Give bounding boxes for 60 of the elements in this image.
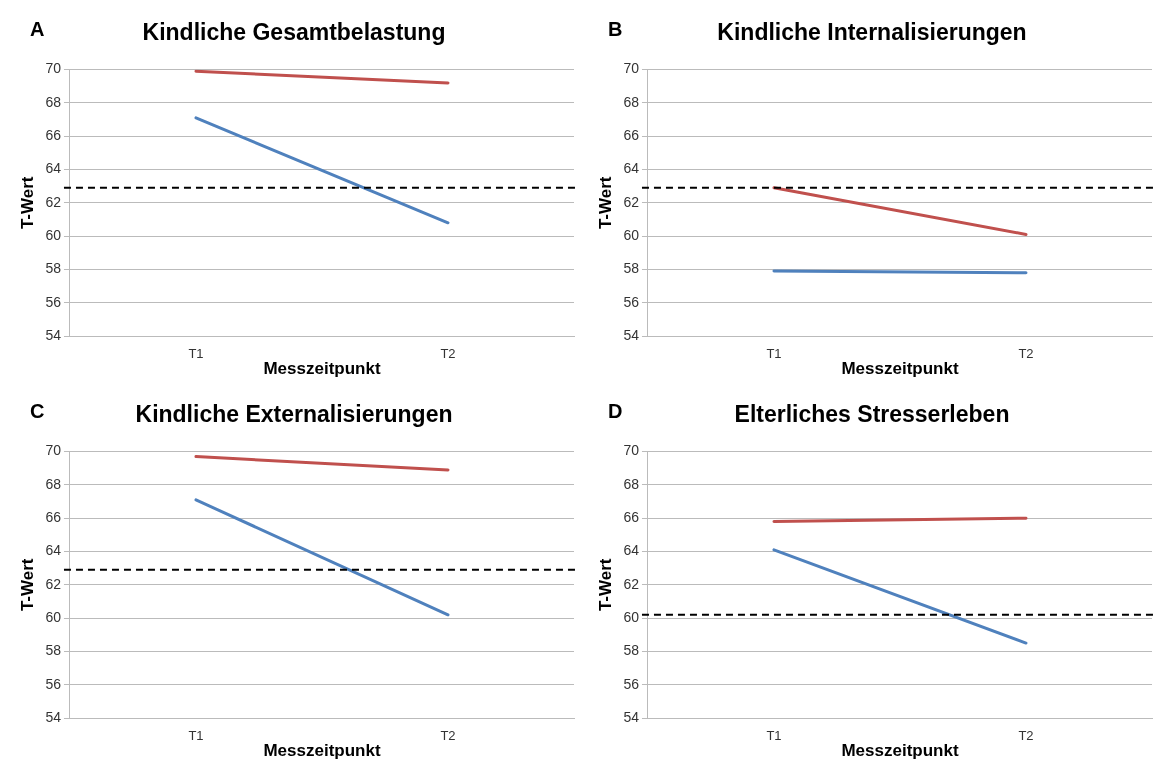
- x-axis-title: Messzeitpunkt: [841, 741, 959, 761]
- y-tick-label: 62: [623, 193, 640, 210]
- y-tick-label: 70: [45, 442, 62, 459]
- text: D: [608, 399, 623, 422]
- x-tick-label: T2: [1018, 728, 1034, 744]
- y-tick-label: 56: [623, 675, 640, 692]
- y-tick-label: 62: [45, 575, 62, 592]
- text: A: [30, 17, 45, 40]
- y-tick-label: 60: [45, 608, 62, 625]
- chart-title: Elterliches Stresserleben: [734, 401, 1010, 428]
- y-tick-label: 58: [623, 260, 640, 277]
- y-tick-label: 56: [45, 293, 62, 310]
- y-tick-label: 62: [623, 575, 640, 592]
- x-axis-title: Messzeitpunkt: [263, 359, 381, 379]
- x-axis-title: Messzeitpunkt: [841, 359, 959, 379]
- text: C: [30, 399, 45, 422]
- y-tick-label: 66: [623, 127, 640, 144]
- x-tick-label: T1: [188, 346, 204, 362]
- y-tick-label: 68: [623, 93, 640, 110]
- text: B: [608, 17, 623, 40]
- y-tick-label: 54: [45, 708, 62, 725]
- chart-title: Kindliche Gesamtbelastung: [142, 19, 446, 46]
- y-tick-label: 60: [45, 226, 62, 243]
- y-axis-title: T-Wert: [595, 558, 615, 612]
- y-tick-label: 58: [623, 642, 640, 659]
- y-tick-label: 58: [45, 642, 62, 659]
- y-tick-label: 58: [45, 260, 62, 277]
- x-tick-label: T2: [1018, 346, 1034, 362]
- y-tick-label: 62: [45, 193, 62, 210]
- chart-title: Kindliche Externalisierungen: [135, 401, 453, 428]
- y-tick-label: 66: [45, 127, 62, 144]
- y-tick-label: 70: [623, 442, 640, 459]
- y-tick-label: 64: [45, 160, 62, 177]
- x-tick-label: T2: [440, 346, 456, 362]
- y-axis-title: T-Wert: [17, 176, 37, 230]
- x-tick-label: T2: [440, 728, 456, 744]
- y-tick-label: 56: [45, 675, 62, 692]
- y-tick-label: 68: [623, 475, 640, 492]
- y-tick-label: 54: [45, 326, 62, 343]
- y-tick-label: 54: [623, 326, 640, 343]
- y-tick-label: 60: [623, 226, 640, 243]
- y-tick-label: 66: [45, 509, 62, 526]
- y-tick-label: 66: [623, 509, 640, 526]
- y-tick-label: 70: [623, 60, 640, 77]
- y-tick-label: 70: [45, 60, 62, 77]
- y-tick-label: 60: [623, 608, 640, 625]
- x-axis-title: Messzeitpunkt: [263, 741, 381, 761]
- y-axis-title: T-Wert: [17, 558, 37, 612]
- chart-title: Kindliche Internalisierungen: [717, 19, 1027, 46]
- y-tick-label: 56: [623, 293, 640, 310]
- y-tick-label: 54: [623, 708, 640, 725]
- x-tick-label: T1: [188, 728, 204, 744]
- y-tick-label: 64: [623, 542, 640, 559]
- y-tick-label: 64: [623, 160, 640, 177]
- x-tick-label: T1: [766, 728, 782, 744]
- y-tick-label: 68: [45, 93, 62, 110]
- x-tick-label: T1: [766, 346, 782, 362]
- y-axis-title: T-Wert: [595, 176, 615, 230]
- y-tick-label: 64: [45, 542, 62, 559]
- y-tick-label: 68: [45, 475, 62, 492]
